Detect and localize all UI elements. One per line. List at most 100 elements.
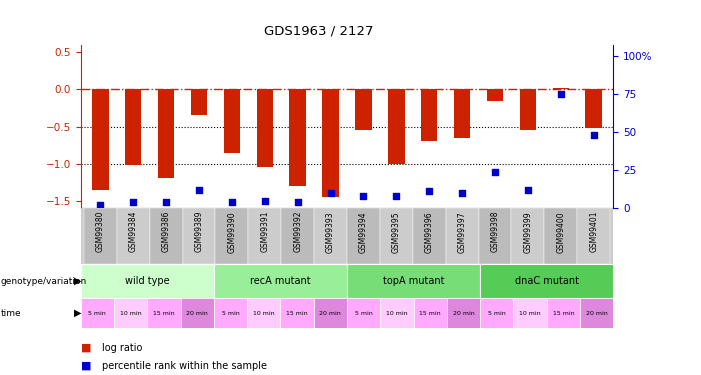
Text: GSM99386: GSM99386 — [162, 211, 170, 252]
Bar — [114, 298, 147, 328]
Bar — [290, 90, 306, 186]
Bar — [480, 264, 613, 298]
Point — [390, 193, 402, 199]
Text: 20 min: 20 min — [586, 310, 608, 316]
Point — [128, 199, 139, 205]
Text: 15 min: 15 min — [153, 310, 175, 316]
Bar — [280, 298, 314, 328]
Text: log ratio: log ratio — [102, 343, 142, 353]
Bar — [125, 90, 142, 165]
Text: 15 min: 15 min — [552, 310, 574, 316]
Text: GSM99400: GSM99400 — [557, 211, 565, 253]
Bar — [147, 298, 181, 328]
Bar — [81, 298, 114, 328]
Bar — [215, 208, 248, 264]
Bar — [388, 90, 404, 164]
Text: 20 min: 20 min — [320, 310, 341, 316]
Bar — [214, 264, 347, 298]
Text: GSM99395: GSM99395 — [392, 211, 401, 253]
Bar — [479, 208, 512, 264]
Text: GSM99390: GSM99390 — [227, 211, 236, 253]
Bar — [413, 208, 446, 264]
Bar — [247, 298, 280, 328]
Point — [588, 132, 599, 138]
Bar — [381, 298, 414, 328]
Bar — [117, 208, 150, 264]
Text: 15 min: 15 min — [286, 310, 308, 316]
Bar — [92, 90, 109, 190]
Point — [555, 91, 566, 97]
Bar — [486, 90, 503, 101]
Bar — [380, 208, 413, 264]
Text: GSM99394: GSM99394 — [359, 211, 368, 253]
Bar — [580, 298, 613, 328]
Bar — [191, 90, 207, 116]
Text: 5 min: 5 min — [488, 310, 505, 316]
Point — [358, 193, 369, 199]
Text: GSM99396: GSM99396 — [425, 211, 434, 253]
Point — [292, 199, 304, 205]
Text: percentile rank within the sample: percentile rank within the sample — [102, 361, 266, 370]
Bar — [547, 298, 580, 328]
Text: GSM99380: GSM99380 — [96, 211, 105, 252]
Text: ■: ■ — [81, 343, 91, 353]
Text: 10 min: 10 min — [253, 310, 275, 316]
Text: GSM99389: GSM99389 — [194, 211, 203, 252]
Bar — [314, 208, 347, 264]
Bar — [84, 208, 117, 264]
Text: GSM99399: GSM99399 — [524, 211, 532, 253]
Bar — [446, 208, 479, 264]
Bar — [322, 90, 339, 197]
Point — [193, 187, 205, 193]
Bar — [512, 208, 544, 264]
Point — [489, 168, 501, 174]
Bar — [347, 298, 381, 328]
Bar — [585, 90, 602, 128]
Bar — [182, 208, 215, 264]
Text: GSM99397: GSM99397 — [458, 211, 467, 253]
Text: genotype/variation: genotype/variation — [1, 277, 87, 286]
Point — [259, 198, 271, 204]
Point — [325, 190, 336, 196]
Bar — [224, 90, 240, 153]
Point — [423, 188, 435, 194]
Bar — [150, 208, 182, 264]
Bar — [480, 298, 513, 328]
Bar — [552, 88, 569, 90]
Bar — [577, 208, 610, 264]
Bar — [414, 298, 447, 328]
Point — [456, 190, 468, 196]
Text: 10 min: 10 min — [519, 310, 541, 316]
Text: GDS1963 / 2127: GDS1963 / 2127 — [264, 24, 374, 38]
Text: 20 min: 20 min — [453, 310, 475, 316]
Text: ▶: ▶ — [74, 308, 81, 318]
Text: GSM99392: GSM99392 — [293, 211, 302, 252]
Bar — [158, 90, 175, 178]
Text: 20 min: 20 min — [186, 310, 208, 316]
Text: GSM99384: GSM99384 — [129, 211, 137, 252]
Text: GSM99398: GSM99398 — [491, 211, 500, 252]
Bar — [454, 90, 470, 138]
Bar — [257, 90, 273, 167]
Text: 5 min: 5 min — [88, 310, 106, 316]
Bar — [181, 298, 214, 328]
Text: GSM99401: GSM99401 — [589, 211, 598, 252]
Text: wild type: wild type — [125, 276, 170, 286]
Bar — [214, 298, 247, 328]
Bar — [81, 264, 214, 298]
Bar — [314, 298, 347, 328]
Bar — [544, 208, 577, 264]
Text: 15 min: 15 min — [419, 310, 441, 316]
Bar — [421, 90, 437, 141]
Bar — [248, 208, 281, 264]
Bar — [355, 90, 372, 130]
Text: topA mutant: topA mutant — [383, 276, 444, 286]
Text: recA mutant: recA mutant — [250, 276, 311, 286]
Bar — [519, 90, 536, 130]
Point — [95, 202, 106, 208]
Text: GSM99393: GSM99393 — [326, 211, 335, 253]
Point — [522, 187, 533, 193]
Text: GSM99391: GSM99391 — [260, 211, 269, 252]
Text: 5 min: 5 min — [355, 310, 372, 316]
Text: 5 min: 5 min — [222, 310, 239, 316]
